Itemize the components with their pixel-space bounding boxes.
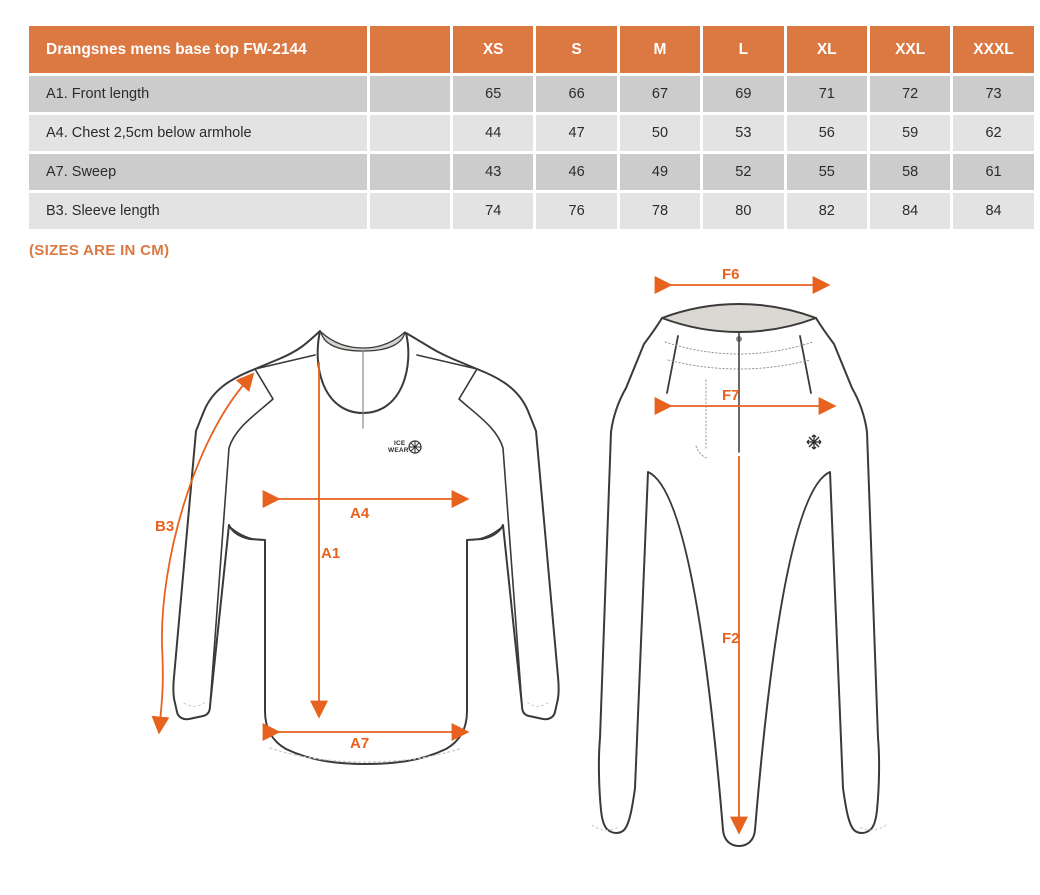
- svg-text:A4: A4: [350, 505, 370, 522]
- svg-text:F7: F7: [722, 387, 740, 404]
- svg-text:F2: F2: [722, 630, 740, 647]
- svg-text:A1: A1: [321, 545, 340, 562]
- svg-text:B3: B3: [155, 518, 174, 535]
- svg-text:WEAR: WEAR: [388, 447, 409, 454]
- svg-text:ICE: ICE: [394, 440, 406, 447]
- svg-text:F6: F6: [722, 266, 740, 283]
- svg-text:A7: A7: [350, 735, 369, 752]
